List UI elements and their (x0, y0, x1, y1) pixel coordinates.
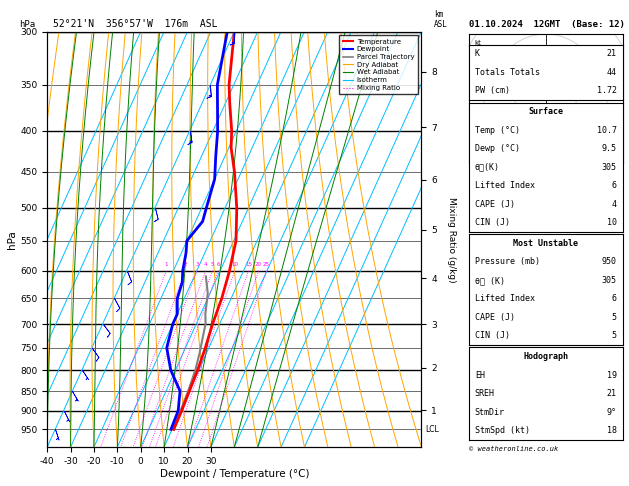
Text: 18: 18 (606, 426, 616, 435)
Text: 44: 44 (606, 68, 616, 77)
Text: 305: 305 (601, 163, 616, 172)
Text: 6: 6 (216, 262, 220, 267)
Text: 52°21'N  356°57'W  176m  ASL: 52°21'N 356°57'W 176m ASL (53, 19, 218, 29)
Text: Temp (°C): Temp (°C) (475, 126, 520, 135)
Text: 9.5: 9.5 (601, 144, 616, 153)
Text: LCL: LCL (426, 425, 439, 434)
Text: Dewp (°C): Dewp (°C) (475, 144, 520, 153)
Text: 20: 20 (255, 262, 262, 267)
Text: CAPE (J): CAPE (J) (475, 313, 515, 322)
Text: 15: 15 (245, 262, 252, 267)
Text: 5: 5 (211, 262, 214, 267)
Text: 19: 19 (606, 371, 616, 380)
Text: Lifted Index: Lifted Index (475, 295, 535, 303)
Text: Most Unstable: Most Unstable (513, 239, 578, 248)
Text: 5: 5 (611, 313, 616, 322)
Text: 25: 25 (263, 262, 270, 267)
Text: θᴄ (K): θᴄ (K) (475, 276, 504, 285)
Text: 10.7: 10.7 (596, 126, 616, 135)
Text: km
ASL: km ASL (434, 10, 448, 29)
Text: hPa: hPa (19, 20, 35, 29)
Text: 2: 2 (184, 262, 187, 267)
Text: Totals Totals: Totals Totals (475, 68, 540, 77)
Text: K: K (475, 50, 480, 58)
Text: 6: 6 (611, 181, 616, 190)
Text: © weatheronline.co.uk: © weatheronline.co.uk (469, 446, 558, 452)
Text: 9°: 9° (606, 408, 616, 417)
Text: Lifted Index: Lifted Index (475, 181, 535, 190)
Text: Hodograph: Hodograph (523, 352, 568, 361)
Legend: Temperature, Dewpoint, Parcel Trajectory, Dry Adiabat, Wet Adiabat, Isotherm, Mi: Temperature, Dewpoint, Parcel Trajectory… (340, 35, 418, 94)
Text: 3: 3 (195, 262, 199, 267)
Text: kt: kt (475, 40, 482, 46)
Text: 10: 10 (231, 262, 238, 267)
Text: 01.10.2024  12GMT  (Base: 12): 01.10.2024 12GMT (Base: 12) (469, 20, 625, 29)
Text: PW (cm): PW (cm) (475, 87, 509, 95)
Text: StmDir: StmDir (475, 408, 504, 417)
Text: 21: 21 (606, 389, 616, 398)
Text: 4: 4 (611, 200, 616, 208)
Text: Pressure (mb): Pressure (mb) (475, 258, 540, 266)
Text: 1: 1 (164, 262, 168, 267)
Text: 10: 10 (606, 218, 616, 227)
Text: 305: 305 (601, 276, 616, 285)
Text: 6: 6 (611, 295, 616, 303)
Text: CIN (J): CIN (J) (475, 331, 509, 340)
X-axis label: Dewpoint / Temperature (°C): Dewpoint / Temperature (°C) (160, 469, 309, 479)
Text: SREH: SREH (475, 389, 495, 398)
Text: θᴄ(K): θᴄ(K) (475, 163, 500, 172)
Text: 4: 4 (204, 262, 207, 267)
Y-axis label: Mixing Ratio (g/kg): Mixing Ratio (g/kg) (447, 196, 457, 282)
Text: 1.72: 1.72 (596, 87, 616, 95)
Text: 950: 950 (601, 258, 616, 266)
Text: EH: EH (475, 371, 485, 380)
Text: 5: 5 (611, 331, 616, 340)
Text: 21: 21 (606, 50, 616, 58)
Text: CIN (J): CIN (J) (475, 218, 509, 227)
Y-axis label: hPa: hPa (8, 230, 18, 249)
Text: StmSpd (kt): StmSpd (kt) (475, 426, 530, 435)
Text: Surface: Surface (528, 107, 563, 116)
Text: CAPE (J): CAPE (J) (475, 200, 515, 208)
